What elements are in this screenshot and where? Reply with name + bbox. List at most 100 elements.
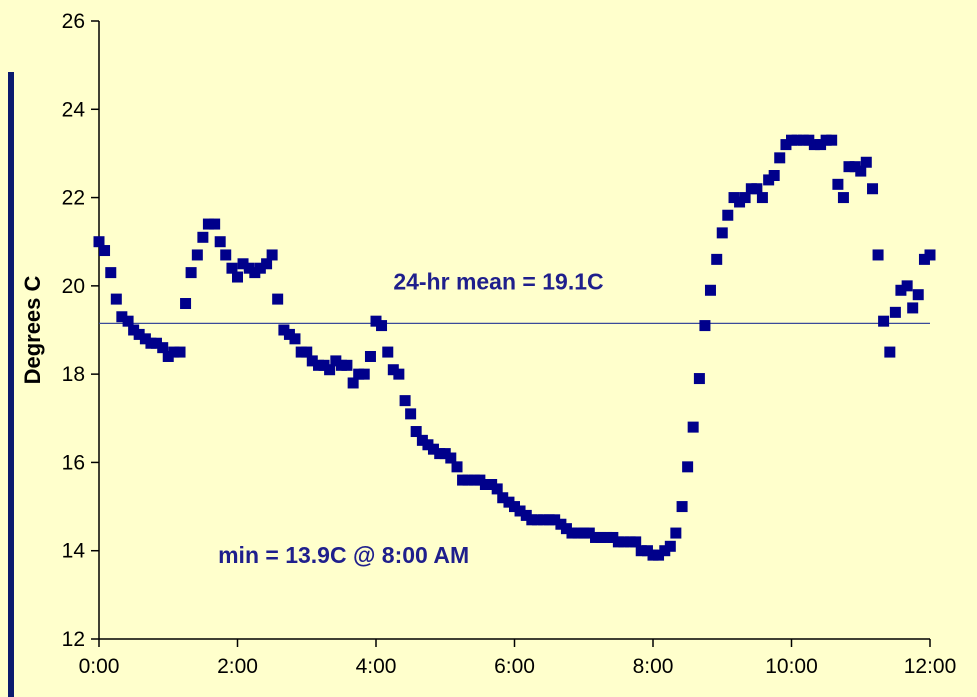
data-point [289,333,301,345]
data-point [607,531,619,543]
data-point [786,134,797,146]
data-point [878,315,890,327]
data-markers [93,134,936,561]
data-point [491,483,503,495]
data-point [358,368,370,380]
x-tick-label: 12:00 [904,655,957,678]
data-point [520,509,532,521]
data-point [889,306,901,318]
data-point [583,527,595,539]
data-point [197,231,209,243]
data-point [93,236,105,248]
data-point [214,236,226,248]
data-point [497,492,509,504]
data-point [670,527,682,539]
data-point [895,284,907,296]
data-point [601,531,613,543]
data-point [422,439,434,451]
data-point [191,249,203,261]
data-point [918,253,930,265]
data-point [174,346,186,358]
data-point [590,531,602,543]
data-point [180,298,192,310]
data-point [797,134,809,146]
data-point [514,505,526,517]
data-point [682,461,694,473]
data-point [128,324,140,336]
data-point [295,346,307,358]
data-point [676,501,688,513]
data-point [243,262,255,274]
data-point [301,346,313,358]
data-point [780,139,792,151]
data-point [261,258,273,270]
data-point [110,293,122,305]
y-tick-label: 14 [62,540,86,563]
data-point [560,523,572,535]
data-point [376,320,388,332]
mean-annotation: 24-hr mean = 19.1C [393,268,603,294]
y-tick-label: 24 [62,98,86,121]
data-point [410,426,422,438]
data-point [364,350,376,362]
data-point [209,218,221,230]
axes [91,20,931,647]
data-point [751,183,763,195]
data-point [139,333,151,345]
data-point [711,253,723,265]
data-point [237,258,249,270]
data-point [185,267,197,279]
x-tick-label: 10:00 [765,655,818,678]
data-point [399,395,411,407]
data-point [647,549,659,561]
data-point [820,134,832,146]
data-point [860,156,872,168]
data-point [434,448,446,460]
y-tick-label: 26 [62,10,85,33]
data-point [555,518,567,530]
data-point [699,320,711,332]
data-point [266,249,278,261]
y-axis-title: Degrees C [20,275,45,384]
data-point [353,368,365,380]
data-point [803,134,815,146]
data-point [254,262,266,274]
data-point [387,364,399,376]
data-point [901,280,913,292]
data-point [330,355,342,367]
data-point [405,408,417,420]
y-tick-label: 18 [62,363,85,386]
data-point [774,152,786,164]
data-point [157,342,169,354]
data-point [826,134,838,146]
data-point [105,267,117,279]
data-point [335,359,347,371]
data-point [474,474,486,486]
data-point [912,289,924,301]
data-point [99,245,111,257]
min-annotation: min = 13.9C @ 8:00 AM [218,542,469,568]
data-point [924,249,936,261]
tick-labels: 12 14 16 18 20 22 24 26 0:00 2:00 4:00 6:00 8:00 10:0… [62,10,957,678]
x-tick-label: 0:00 [79,655,120,678]
data-point [763,174,775,186]
data-point [745,183,757,195]
data-point [543,514,555,526]
data-point [808,139,820,151]
data-point [249,267,261,279]
x-tick-label: 6:00 [494,655,535,678]
data-point [566,527,578,539]
data-point [220,249,232,261]
data-point [687,421,699,433]
data-point [595,531,607,543]
data-point [855,165,867,177]
data-point [202,218,214,230]
data-point [427,443,439,455]
data-point [531,514,543,526]
data-point [728,192,740,204]
data-point [116,311,128,323]
data-point [624,536,636,548]
data-point [549,514,561,526]
data-point [907,302,919,314]
